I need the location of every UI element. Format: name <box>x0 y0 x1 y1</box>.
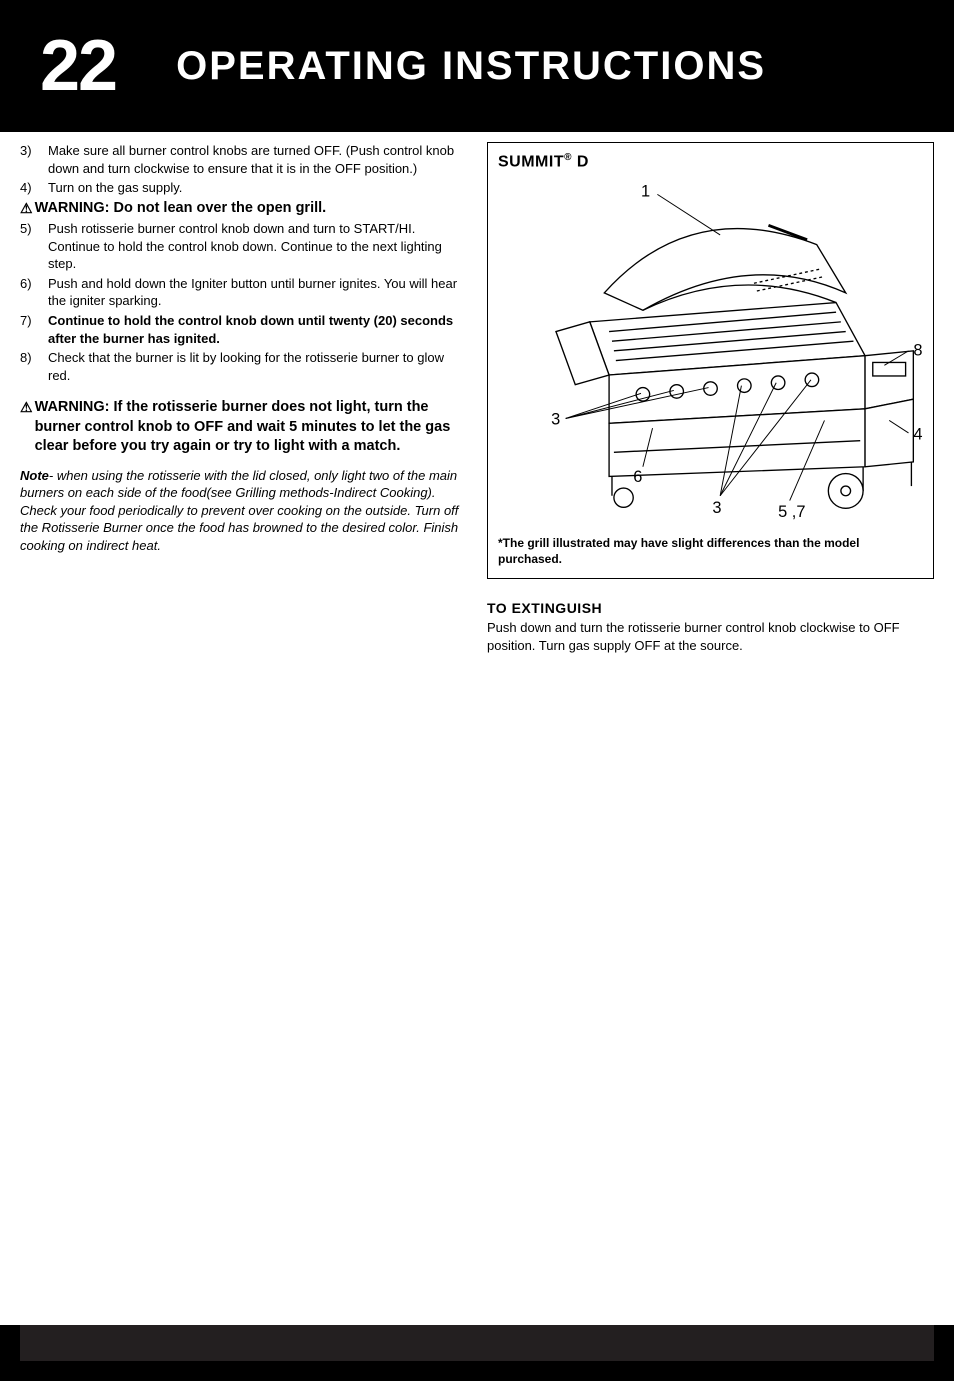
step-number: 7) <box>20 312 48 347</box>
step-number: 8) <box>20 349 48 384</box>
page-number: 22 <box>40 30 116 102</box>
diagram-caption: *The grill illustrated may have slight d… <box>498 535 923 567</box>
warning-text: WARNING: If the rotisserie burner does n… <box>35 398 467 457</box>
step-text: Make sure all burner control knobs are t… <box>48 142 467 177</box>
label-3a: 3 <box>551 410 560 428</box>
page: 22 OPERATING INSTRUCTIONS 3) Make sure a… <box>0 0 954 1381</box>
warning-triangle-icon: ⚠ <box>20 199 33 219</box>
extinguish-body: Push down and turn the rotisserie burner… <box>487 619 934 654</box>
note-lead: Note <box>20 468 49 483</box>
step-number: 3) <box>20 142 48 177</box>
step-5: 5) Push rotisserie burner control knob d… <box>20 220 467 273</box>
page-title: OPERATING INSTRUCTIONS <box>176 44 766 89</box>
right-column: SUMMIT® D <box>487 142 934 655</box>
warning-rotisserie: ⚠ WARNING: If the rotisserie burner does… <box>20 398 467 457</box>
step-text: Continue to hold the control knob down u… <box>48 312 467 347</box>
step-number: 4) <box>20 179 48 197</box>
step-7: 7) Continue to hold the control knob dow… <box>20 312 467 347</box>
warning-lean: ⚠ WARNING: Do not lean over the open gri… <box>20 199 467 219</box>
step-number: 5) <box>20 220 48 273</box>
content-columns: 3) Make sure all burner control knobs ar… <box>0 132 954 655</box>
step-text: Turn on the gas supply. <box>48 179 467 197</box>
label-5-7: 5 ,7 <box>778 503 805 521</box>
step-text: Check that the burner is lit by looking … <box>48 349 467 384</box>
registered-icon: ® <box>564 152 572 163</box>
label-6: 6 <box>633 468 642 486</box>
header-band: 22 OPERATING INSTRUCTIONS <box>0 0 954 132</box>
left-column: 3) Make sure all burner control knobs ar… <box>20 142 467 655</box>
step-4: 4) Turn on the gas supply. <box>20 179 467 197</box>
footer-band <box>0 1325 954 1381</box>
grill-svg: 1 3 6 3 5 ,7 4 8 <box>498 177 923 525</box>
note-body: - when using the rotisserie with the lid… <box>20 468 458 553</box>
label-4: 4 <box>913 426 922 444</box>
diagram-box: SUMMIT® D <box>487 142 934 579</box>
diagram-title-suffix: D <box>572 153 589 170</box>
label-8: 8 <box>913 342 922 360</box>
warning-triangle-icon: ⚠ <box>20 398 33 418</box>
step-8: 8) Check that the burner is lit by looki… <box>20 349 467 384</box>
label-1: 1 <box>641 182 650 200</box>
extinguish-heading: TO EXTINGUISH <box>487 599 934 618</box>
step-text: Push and hold down the Igniter button un… <box>48 275 467 310</box>
grill-diagram: 1 3 6 3 5 ,7 4 8 <box>498 177 923 529</box>
diagram-title: SUMMIT® D <box>498 151 923 173</box>
step-number: 6) <box>20 275 48 310</box>
step-text: Push rotisserie burner control knob down… <box>48 220 467 273</box>
warning-text: WARNING: Do not lean over the open grill… <box>35 199 327 219</box>
step-6: 6) Push and hold down the Igniter button… <box>20 275 467 310</box>
note-paragraph: Note- when using the rotisserie with the… <box>20 467 467 555</box>
diagram-title-prefix: SUMMIT <box>498 153 564 170</box>
step-3: 3) Make sure all burner control knobs ar… <box>20 142 467 177</box>
label-3b: 3 <box>712 499 721 517</box>
